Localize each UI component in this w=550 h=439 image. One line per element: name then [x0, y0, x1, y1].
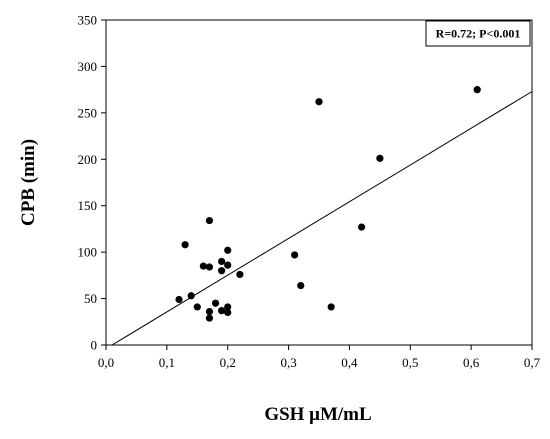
y-axis-title: CPB (min) — [18, 139, 39, 226]
stats-box-border — [425, 20, 531, 47]
data-point — [211, 299, 220, 307]
data-point — [205, 307, 214, 316]
data-point — [218, 257, 226, 266]
stats-box: R=0.72; P<0.001 — [425, 20, 531, 47]
x-axis-title: GSH μM/mL — [264, 404, 371, 425]
data-point — [205, 314, 214, 322]
data-point — [175, 295, 183, 304]
y-tick-label: 300 — [78, 59, 98, 74]
regression-line — [111, 91, 533, 346]
data-point — [236, 270, 244, 279]
data-point — [205, 263, 214, 271]
data-point — [297, 281, 305, 290]
data-point — [218, 307, 226, 315]
y-tick-label: 50 — [84, 291, 97, 306]
data-point — [224, 308, 232, 317]
x-axis: 0,0 0,1 0,2 0,3 0,4 0,5 0,6 0,7 — [98, 345, 541, 370]
data-point — [193, 303, 201, 311]
data-points — [175, 86, 481, 322]
x-tick-label: 0,7 — [524, 355, 541, 370]
data-point — [224, 303, 232, 311]
x-tick-label: 0,2 — [220, 355, 236, 370]
data-point — [327, 303, 335, 311]
x-tick-label: 0,4 — [341, 355, 358, 370]
x-tick-label: 0,5 — [402, 355, 418, 370]
data-point — [218, 267, 226, 275]
y-tick-label: 0 — [91, 338, 98, 353]
y-tick-label: 350 — [78, 13, 98, 28]
data-point — [187, 292, 195, 300]
y-tick-label: 200 — [78, 152, 98, 167]
y-tick-label: 250 — [78, 105, 98, 120]
plot-frame — [105, 19, 533, 346]
data-point — [291, 251, 299, 259]
data-point — [205, 216, 214, 225]
y-tick-label: 100 — [78, 245, 98, 260]
data-point — [199, 262, 207, 270]
data-point — [358, 223, 366, 231]
data-point — [473, 86, 481, 94]
data-point — [181, 241, 189, 249]
x-tick-label: 0,6 — [463, 355, 480, 370]
data-point — [376, 154, 384, 162]
data-point — [315, 98, 323, 106]
x-tick-label: 0,0 — [98, 355, 114, 370]
y-axis: 0 50 100 150 200 250 300 350 — [78, 13, 106, 353]
data-point — [224, 246, 232, 254]
stats-annotation: R=0.72; P<0.001 — [436, 27, 521, 41]
x-tick-label: 0,3 — [280, 355, 296, 370]
data-point — [224, 261, 232, 269]
y-tick-label: 150 — [78, 198, 98, 213]
x-tick-label: 0,1 — [159, 355, 175, 370]
